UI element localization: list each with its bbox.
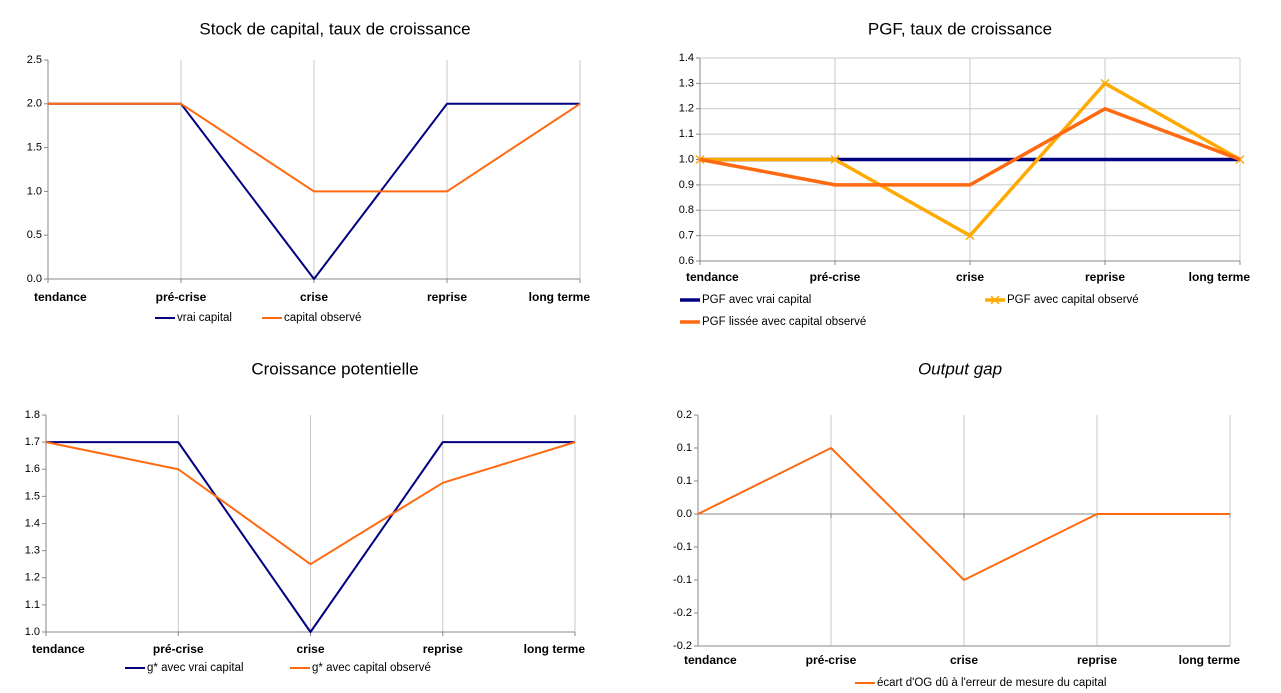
y-tick-label: -0.1	[673, 541, 692, 553]
x-tick-label: tendance	[686, 270, 739, 284]
legend-marker	[990, 295, 1000, 305]
y-tick-label: -0.1	[673, 574, 692, 586]
x-tick-label: tendance	[32, 642, 85, 656]
series-line	[48, 102, 581, 193]
y-tick-label: 2.5	[27, 54, 42, 66]
x-tick-label: tendance	[684, 653, 737, 667]
y-tick-label: 1.1	[25, 599, 40, 611]
legend-label: g* avec vrai capital	[147, 662, 244, 674]
y-tick-label: -0.2	[673, 640, 692, 652]
y-tick-label: 1.4	[679, 52, 694, 64]
y-tick-label: 1.4	[25, 517, 40, 529]
y-tick-label: 0.1	[677, 442, 692, 454]
y-tick-label: 0.8	[679, 204, 694, 216]
x-tick-label: pré-crise	[806, 653, 857, 667]
point-marker	[830, 154, 840, 165]
y-tick-label: 1.5	[27, 142, 42, 154]
legend-label: écart d'OG dû à l'erreur de mesure du ca…	[877, 677, 1106, 689]
series-line	[45, 441, 576, 566]
y-tick-label: 1.0	[25, 626, 40, 638]
x-tick-label: crise	[300, 290, 328, 304]
y-tick-label: 1.3	[25, 545, 40, 557]
x-tick-label: pré-crise	[153, 642, 204, 656]
legend-label: PGF avec capital observé	[1007, 294, 1139, 306]
y-tick-label: 1.8	[25, 409, 40, 421]
y-tick-label: 1.3	[679, 77, 694, 89]
x-tick-label: crise	[950, 653, 978, 667]
y-tick-label: 0.0	[677, 508, 692, 520]
chart: PGF, taux de croissance 0.6 0.7 0.8 0.9 1.0 1.…	[679, 19, 1251, 328]
chart: Croissance potentielle 1.0 1.1 1.2 1.3 1.4 1.5…	[25, 359, 586, 674]
x-tick-label: long terme	[524, 642, 586, 656]
chart: Output gap -0.2 -0.2 -0.1 -0.1 0.0 0.1 0.1 0.2 te…	[673, 359, 1240, 689]
y-tick-label: 0.5	[27, 229, 42, 241]
y-tick-label: 2.0	[27, 98, 42, 110]
x-tick-label: pré-crise	[156, 290, 207, 304]
y-tick-label: 1.5	[25, 490, 40, 502]
y-tick-label: 0.7	[679, 230, 694, 242]
legend-label: vrai capital	[177, 312, 232, 324]
chart: Stock de capital, taux de croissance 0.0 0…	[27, 19, 591, 324]
y-tick-label: 1.2	[25, 572, 40, 584]
y-tick-label: 0.2	[677, 409, 692, 421]
legend-label: capital observé	[284, 312, 361, 324]
y-tick-label: -0.2	[673, 607, 692, 619]
series-line	[697, 447, 1230, 581]
x-tick-label: reprise	[1085, 270, 1125, 284]
y-tick-label: 0.6	[679, 255, 694, 267]
x-tick-label: reprise	[423, 642, 463, 656]
y-tick-label: 1.2	[679, 103, 694, 115]
point-marker	[965, 231, 975, 241]
x-tick-label: long terme	[1189, 270, 1251, 284]
legend-label: g* avec capital observé	[312, 662, 431, 674]
series-line	[46, 441, 575, 633]
y-tick-label: 0.1	[677, 475, 692, 487]
x-tick-label: crise	[296, 642, 324, 656]
y-tick-label: 1.7	[25, 436, 40, 448]
legend-label: PGF avec vrai capital	[702, 294, 811, 306]
x-tick-label: reprise	[1077, 653, 1117, 667]
y-tick-label: 1.0	[27, 185, 42, 197]
x-tick-label: reprise	[427, 290, 467, 304]
y-tick-label: 1.6	[25, 463, 40, 475]
chart-title: Output gap	[918, 359, 1002, 378]
x-tick-label: long terme	[529, 290, 591, 304]
x-tick-label: tendance	[34, 290, 87, 304]
chart-title: PGF, taux de croissance	[868, 19, 1052, 38]
x-tick-label: long terme	[1179, 653, 1241, 667]
legend-label: PGF lissée avec capital observé	[702, 316, 866, 328]
series-line	[699, 107, 1241, 187]
x-tick-label: crise	[956, 270, 984, 284]
point-marker	[1100, 78, 1110, 88]
x-tick-label: pré-crise	[810, 270, 861, 284]
chart-title: Croissance potentielle	[251, 359, 418, 378]
chart-title: Stock de capital, taux de croissance	[199, 19, 470, 38]
y-tick-label: 1.0	[679, 153, 694, 165]
y-tick-label: 0.9	[679, 179, 694, 191]
y-tick-label: 1.1	[679, 128, 694, 140]
y-tick-label: 0.0	[27, 273, 42, 285]
